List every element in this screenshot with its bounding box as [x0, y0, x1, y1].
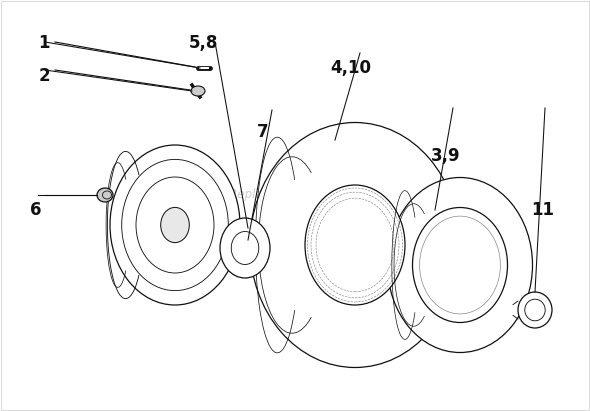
Ellipse shape [160, 208, 189, 242]
Ellipse shape [250, 122, 460, 367]
Text: 1: 1 [38, 34, 50, 52]
Text: 3,9: 3,9 [431, 147, 460, 165]
Ellipse shape [220, 218, 270, 278]
Ellipse shape [110, 145, 240, 305]
Text: 5,8: 5,8 [189, 34, 218, 52]
Text: 11: 11 [532, 201, 554, 219]
Ellipse shape [518, 292, 552, 328]
Ellipse shape [388, 178, 533, 353]
Text: 6: 6 [30, 201, 41, 219]
Ellipse shape [97, 188, 113, 202]
Ellipse shape [191, 86, 205, 96]
Text: 2: 2 [38, 67, 50, 85]
Ellipse shape [305, 185, 405, 305]
Text: eReplacementParts.com: eReplacementParts.com [223, 189, 367, 201]
Text: 4,10: 4,10 [330, 59, 372, 77]
Ellipse shape [412, 208, 507, 323]
Text: 7: 7 [257, 122, 268, 141]
Ellipse shape [231, 231, 259, 265]
